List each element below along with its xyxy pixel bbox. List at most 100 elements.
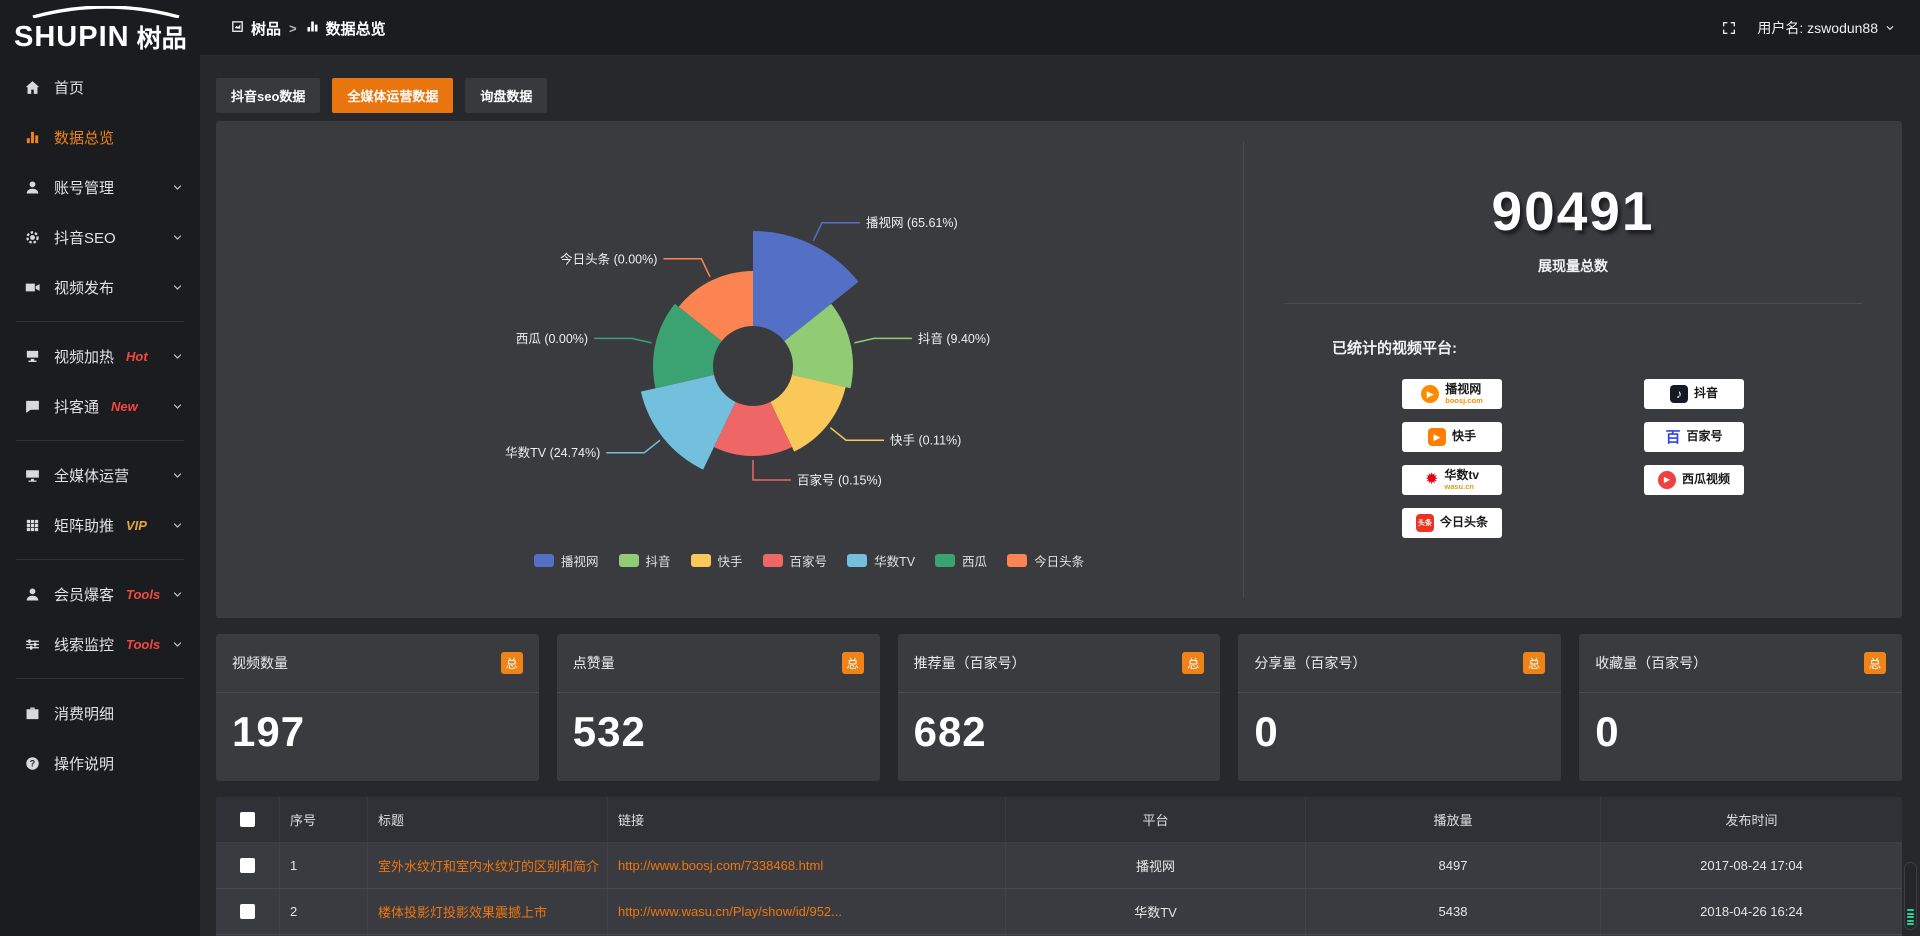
platform-badges: ▶ 播视网 boosj.com ▶ 快手 ✹ 华数tv wasu.cn 头条 今日头条 ♪ 抖音百百… [1402,379,1744,538]
platform-name: 百家号 [1686,429,1723,444]
pie-slice-快手[interactable] [770,374,846,452]
legend-item-华数TV[interactable]: 华数TV [847,551,915,570]
row-checkbox[interactable] [240,858,255,873]
sidebar-item-label: 全媒体运营 [54,467,130,485]
cell-title-link[interactable]: 楼体投影灯投影效果震撼上市 [368,889,608,934]
legend-item-百家号[interactable]: 百家号 [762,551,827,570]
platform-logo: ▶ [1421,385,1440,403]
legend-label: 抖音 [645,555,671,569]
sidebar-item-账号管理[interactable]: 账号管理 [0,162,200,212]
chart-icon [307,21,318,31]
breadcrumb: 树品 > 数据总览 [230,0,386,56]
platform-name: 今日头条 [1439,515,1488,530]
stat-card-value: 197 [232,708,306,755]
chevron-down-icon [171,281,184,294]
scroll-widget-stripe [1907,919,1914,922]
legend-swatch [935,554,956,567]
pie-slice-百家号[interactable] [714,402,792,456]
pie-svg: 播视网 (65.61%) 抖音 (9.40%) 快手 (0.11%) 百家号 (0.1… [505,215,990,487]
bag-icon [26,707,39,719]
sidebar-item-首页[interactable]: 首页 [0,62,200,112]
stat-card-value: 682 [913,708,987,755]
topbar-divider [200,55,1920,56]
legend-item-抖音[interactable]: 抖音 [618,551,671,570]
platform-logo: 百 [1665,428,1681,446]
platform-subtext: wasu.cn [1444,482,1474,492]
pie-label: 今日头条 (0.00%) [560,251,657,266]
pie-label-line [594,337,652,344]
tab-询盘数据[interactable]: 询盘数据 [465,78,548,113]
tab-抖音seo数据[interactable]: 抖音seo数据 [216,78,321,113]
scroll-widget[interactable] [1904,862,1917,930]
legend-item-播视网[interactable]: 播视网 [534,551,599,570]
pie-label: 快手 (0.11%) [890,434,961,448]
pie-slice-抖音[interactable] [784,303,854,389]
breadcrumb-item-data-overview[interactable]: 数据总览 [305,18,386,39]
cell-url-link[interactable]: http://www.wasu.cn/Play/show/id/952... [608,889,1006,934]
sidebar-item-badge: VIP [126,517,147,533]
sidebar-item-会员爆客[interactable]: 会员爆客 Tools [0,569,200,619]
scroll-widget-stripe [1907,923,1914,925]
scroll-widget-stripe [1907,916,1914,918]
app-logo: SHUPIN 树品 [14,6,204,52]
cell-url-link[interactable]: http://www.boosj.com/7338468.html [608,843,1006,888]
legend-item-今日头条[interactable]: 今日头条 [1007,551,1084,570]
pie-label-line [854,337,912,344]
summary-panel: 90491 展现量总数 已统计的视频平台: ▶ 播视网 boosj.com ▶ 快手 ✹ 华… [1244,121,1902,618]
pie-label: 西瓜 (0.00%) [516,332,588,346]
stat-card-收藏量（百家号）: 收藏量（百家号） 总 0 [1579,634,1902,781]
sidebar-item-badge: Tools [126,636,161,652]
pie-label: 华数TV (24.74%) [505,445,600,460]
select-all-checkbox[interactable] [240,812,255,827]
sidebar-item-视频加热[interactable]: 视频加热 Hot [0,331,200,381]
breadcrumb-label: 数据总览 [325,20,386,38]
legend-item-快手[interactable]: 快手 [690,551,743,570]
cell-platform: 华数TV [1006,889,1306,934]
pie-slice-今日头条[interactable] [678,271,753,342]
pie-slice-西瓜[interactable] [652,303,722,389]
sidebar-item-线索监控[interactable]: 线索监控 Tools [0,619,200,669]
tab-全媒体运营数据[interactable]: 全媒体运营数据 [332,78,454,113]
chevron-icon [173,472,182,478]
sidebar-item-全媒体运营[interactable]: 全媒体运营 [0,450,200,500]
platform-logo: ▶ [1657,471,1676,489]
row-checkbox[interactable] [240,904,255,919]
app-icon [232,20,243,32]
sidebar-item-label: 线索监控 [54,636,115,654]
sliders-icon [26,638,39,650]
legend-swatch [847,554,868,567]
sidebar-item-抖客通[interactable]: 抖客通 New [0,381,200,431]
logo-arc [32,6,180,18]
pie-slice-华数TV[interactable] [640,374,736,470]
top-bar: SHUPIN 树品 树品 > 数据总览 用户名: zswodun88 [0,0,1920,56]
sidebar-item-视频发布[interactable]: 视频发布 [0,262,200,312]
sidebar-divider [16,559,184,560]
user-menu[interactable]: 用户名: zswodun88 [1757,18,1896,38]
stat-card-value: 532 [572,708,646,755]
breadcrumb-separator: > [289,20,297,36]
platform-name: 播视网 [1445,381,1482,396]
sidebar-item-消费明细[interactable]: 消费明细 [0,688,200,738]
platform-name: 抖音 [1693,386,1718,401]
legend-item-西瓜[interactable]: 西瓜 [935,551,987,570]
breadcrumb-item-shupin[interactable]: 树品 [230,18,281,39]
chart-panel: 播视网 (65.61%) 抖音 (9.40%) 快手 (0.11%) 百家号 (0.1… [216,121,1902,618]
sidebar-item-badge: Tools [126,586,161,602]
breadcrumb-label: 树品 [251,20,282,38]
sidebar-item-操作说明[interactable]: ? 操作说明 [0,738,200,788]
cell-title-link[interactable]: 室外水纹灯和室内水纹灯的区别和简介 [368,843,608,888]
legend-swatch [534,554,554,567]
chevron-icon [173,522,182,528]
pie-label-line [752,460,791,481]
sidebar-item-label: 操作说明 [54,755,115,773]
total-badge: 总 [1863,652,1886,674]
sidebar-item-数据总览[interactable]: 数据总览 [0,112,200,162]
sidebar-item-矩阵助推[interactable]: 矩阵助推 VIP [0,500,200,550]
cell-time: 2018-04-26 16:24 [1700,904,1803,919]
sidebar-item-抖音SEO[interactable]: 抖音SEO [0,212,200,262]
sidebar-item-label: 消费明细 [54,705,115,723]
fullscreen-icon[interactable] [1721,20,1737,36]
legend-swatch [618,554,639,567]
pie-slice-播视网[interactable] [753,231,859,342]
platform-badge-今日头条: 头条 今日头条 [1402,508,1502,538]
